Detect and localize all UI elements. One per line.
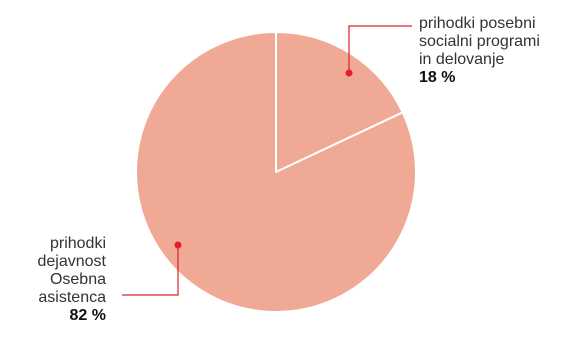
- slice-label-line: asistenca: [38, 289, 106, 306]
- slice-label-line: in delovanje: [419, 51, 505, 68]
- slice-label-line: dejavnost: [37, 253, 107, 270]
- slice-label-line: Osebna: [49, 271, 106, 288]
- pie-slice-0: [275, 31, 404, 173]
- slice-label-line: prihodki: [49, 235, 106, 252]
- leader-social-programs-marker: [345, 69, 353, 77]
- slice-value-label: 18 %: [419, 69, 456, 86]
- slice-label-line: socialni programi: [419, 33, 540, 50]
- slice-label-line: prihodki posebni: [419, 15, 536, 32]
- leader-personal-assistance-line: [122, 245, 179, 296]
- leader-social-programs-line: [348, 25, 412, 73]
- slice-value-label: 82 %: [69, 307, 106, 324]
- slice-label-personal-assistance: prihodki dejavnost Osebna asistenca 82 %: [38, 235, 107, 325]
- slice-label-social-programs: prihodki posebni socialni programi in de…: [419, 15, 540, 87]
- pie-slice-1: [135, 31, 417, 313]
- leader-personal-assistance-marker: [174, 241, 182, 249]
